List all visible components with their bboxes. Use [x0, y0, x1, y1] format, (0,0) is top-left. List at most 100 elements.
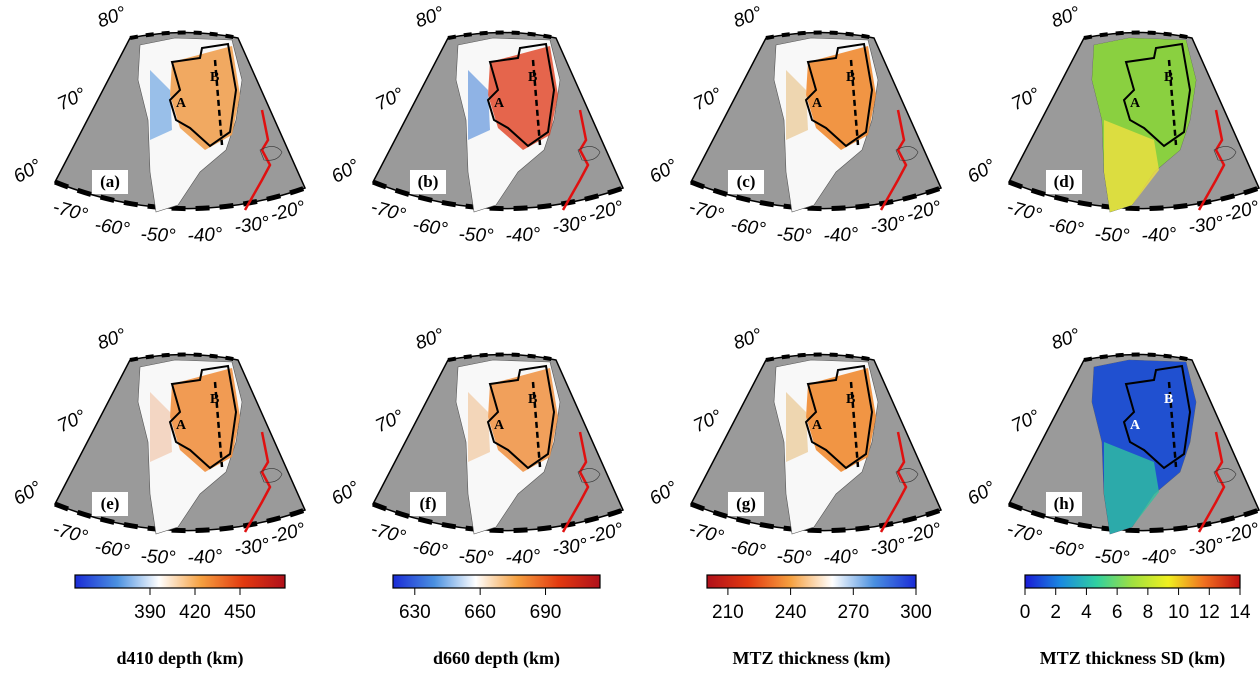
- lon-label: -60°: [411, 537, 449, 563]
- lon-label: -70°: [686, 519, 726, 548]
- map-border: [447, 352, 557, 362]
- region-label: B: [210, 70, 219, 85]
- map-border: [1008, 501, 1260, 534]
- region-outline: [804, 42, 874, 148]
- panel-label-box: [410, 492, 446, 516]
- map-overlay: [468, 70, 490, 140]
- lon-label: -20°: [586, 197, 625, 226]
- region-label: B: [846, 70, 855, 85]
- region-label: A: [494, 418, 505, 433]
- ridge-line: [1197, 109, 1226, 211]
- lat-label: 80°: [413, 325, 448, 355]
- lon-label: -50°: [776, 224, 813, 247]
- map-panel: A B (b) 80° 70° 60°-70°-60° -50° -40° -30°-20°: [328, 3, 626, 247]
- lat-label: 70°: [690, 84, 725, 115]
- panel-label-box: [1046, 492, 1082, 516]
- lat-label: 80°: [413, 3, 448, 33]
- region-divider: [531, 381, 542, 468]
- ridge-line: [561, 109, 590, 211]
- iceland: [895, 468, 919, 483]
- map-overlay: [150, 70, 172, 140]
- lat-label: 60°: [646, 477, 682, 510]
- colorbar: [1024, 574, 1241, 589]
- lon-label: -70°: [686, 197, 726, 226]
- lon-label: -20°: [1222, 197, 1260, 226]
- panel-label: (f): [420, 494, 437, 513]
- panel-label-box: [1046, 170, 1082, 194]
- colorbar-tick-label: 420: [179, 602, 211, 623]
- iceland: [1213, 468, 1237, 483]
- colorbar-tick-label: 240: [775, 602, 807, 623]
- region-label: A: [812, 418, 823, 433]
- region-label: A: [176, 96, 187, 111]
- lat-label: 60°: [646, 155, 682, 188]
- iceland: [577, 468, 601, 483]
- colorbar-tick-label: 6: [1112, 602, 1123, 623]
- region-label: B: [1164, 70, 1173, 85]
- colorbar-title: MTZ thickness SD (km): [1040, 648, 1226, 669]
- lon-label: -60°: [729, 215, 767, 241]
- map-overlay: [806, 368, 876, 472]
- ridge-line: [879, 431, 908, 533]
- colorbar-tick-label: 390: [134, 602, 166, 623]
- lat-label: 70°: [372, 406, 407, 437]
- region-label: B: [1164, 392, 1173, 407]
- colorbar-tick-label: 2: [1050, 602, 1061, 623]
- region-divider: [849, 59, 860, 146]
- map-overlay: [488, 46, 558, 150]
- panel-label-box: [410, 170, 446, 194]
- map-overlay: [1104, 442, 1159, 534]
- lon-label: -30°: [551, 213, 589, 239]
- colorbar-tick-label: 630: [399, 602, 431, 623]
- lon-label: -70°: [50, 519, 90, 548]
- lat-label: 70°: [54, 406, 89, 437]
- lon-label: -40°: [505, 224, 542, 247]
- colorbar-tick-label: 450: [224, 602, 256, 623]
- lon-label: -50°: [458, 224, 495, 247]
- region-label: B: [846, 392, 855, 407]
- lon-label: -60°: [729, 537, 767, 563]
- lon-label: -60°: [411, 215, 449, 241]
- lat-label: 80°: [95, 325, 130, 355]
- lat-label: 80°: [1049, 3, 1084, 33]
- lon-label: -20°: [268, 519, 307, 548]
- colorbar: [392, 574, 601, 589]
- lon-label: -50°: [140, 546, 177, 569]
- map-panel: A B (c) 80° 70° 60°-70°-60° -50° -40° -30°-20°: [646, 3, 944, 247]
- lon-label: -50°: [776, 546, 813, 569]
- lon-label: -70°: [50, 197, 90, 226]
- map-panel: A B (a) 80° 70° 60°-70°-60° -50° -40° -30°-20°: [10, 3, 308, 247]
- lon-label: -20°: [1222, 519, 1260, 548]
- colorbar-title: d660 depth (km): [433, 648, 560, 669]
- colorbar: [74, 574, 286, 589]
- lon-label: -40°: [823, 224, 860, 247]
- lat-label: 70°: [1008, 84, 1043, 115]
- panel-label-box: [728, 492, 764, 516]
- iceland: [895, 146, 919, 161]
- map-border: [1083, 30, 1193, 40]
- region-label: A: [176, 418, 187, 433]
- map-panel: A B (h) 80° 70° 60°-70°-60° -50° -40° -30°-20°: [964, 325, 1260, 569]
- panel-label: (d): [1054, 172, 1075, 191]
- lon-label: -30°: [233, 213, 271, 239]
- colorbar-tick-label: 10: [1168, 602, 1189, 623]
- colorbar-tick-label: 8: [1143, 602, 1154, 623]
- region-outline: [486, 42, 556, 148]
- region-label: B: [528, 70, 537, 85]
- lon-label: -30°: [869, 213, 907, 239]
- lat-label: 70°: [54, 84, 89, 115]
- map-overlay: [150, 392, 172, 462]
- lon-label: -20°: [904, 197, 943, 226]
- iceland: [577, 146, 601, 161]
- panel-label-box: [92, 170, 128, 194]
- lat-label: 70°: [372, 84, 407, 115]
- region-outline: [804, 364, 874, 470]
- region-divider: [1167, 59, 1178, 146]
- lon-label: -70°: [368, 197, 408, 226]
- lat-label: 60°: [328, 477, 364, 510]
- map-overlay: [1104, 120, 1159, 212]
- region-label: A: [1130, 418, 1141, 433]
- map-border: [54, 501, 306, 534]
- panel-label: (c): [737, 172, 756, 191]
